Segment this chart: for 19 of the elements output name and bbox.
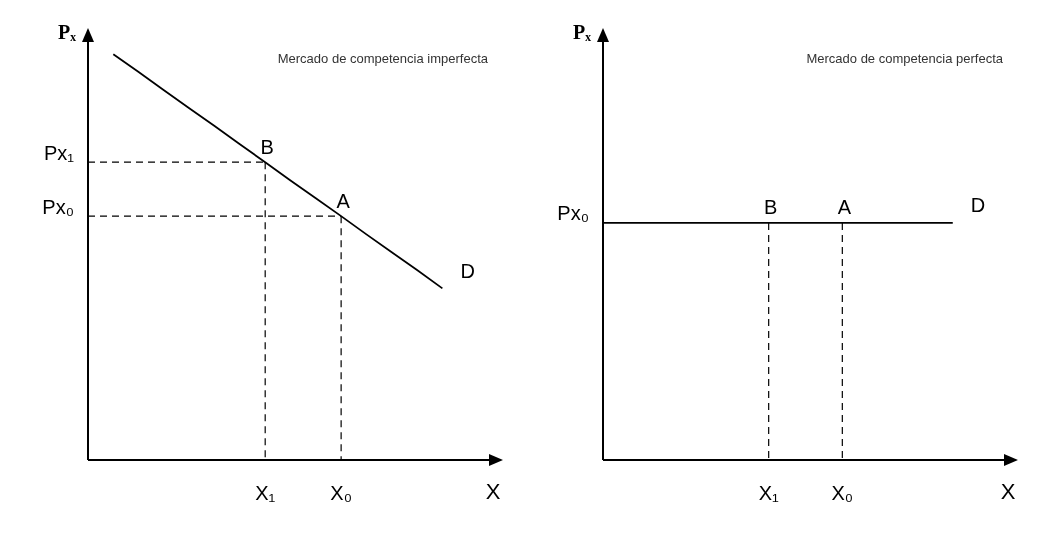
annotation: A [336,189,351,212]
series-label: Px₀ [42,195,74,218]
series-label: D [460,259,475,282]
y-axis-title: Pₓ [58,21,77,44]
text: Px₀ [557,202,589,225]
x-tick-label: X₁ [758,481,779,504]
x-axis-title: X [485,479,501,505]
x-tick-label: X₀ [831,481,854,504]
chart-title: Mercado de competencia perfecta [806,51,1004,67]
series-label: D [970,194,986,217]
series-label: Px₁ [43,141,75,164]
annotation: B [260,135,274,158]
y-axis-title: Pₓ [573,21,592,44]
x-tick-label: X₀ [330,481,352,504]
chart-title: Mercado de competencia imperfecta [277,51,489,67]
annotation: A [837,196,852,219]
x-tick-label: X₁ [255,481,276,504]
x-axis-title: X [1000,479,1016,505]
annotation: B [764,196,778,219]
